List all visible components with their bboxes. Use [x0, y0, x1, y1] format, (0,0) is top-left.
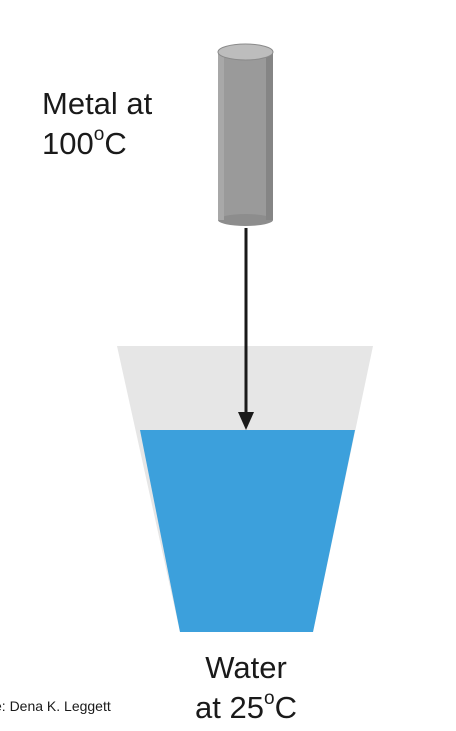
metal-temp-value: 100 [42, 126, 94, 161]
water-label: Water at 25oC [186, 648, 306, 728]
water-temp-unit: C [274, 690, 297, 725]
metal-cylinder-icon [217, 43, 274, 226]
metal-label: Metal at 100oC [42, 84, 152, 164]
water-temp-value: at 25 [195, 690, 264, 725]
degree-sup: o [263, 687, 275, 709]
image-credit: e: Dena K. Leggett [0, 698, 111, 714]
degree-sup: o [93, 123, 105, 145]
metal-label-line1: Metal at [42, 86, 153, 121]
metal-temp-unit: C [104, 126, 127, 161]
water-label-line1: Water [205, 650, 287, 685]
down-arrow-icon [238, 228, 254, 430]
water-label-line2: at 25oC [186, 688, 306, 728]
water-fill [140, 430, 355, 632]
metal-label-line2: 100oC [42, 124, 152, 164]
